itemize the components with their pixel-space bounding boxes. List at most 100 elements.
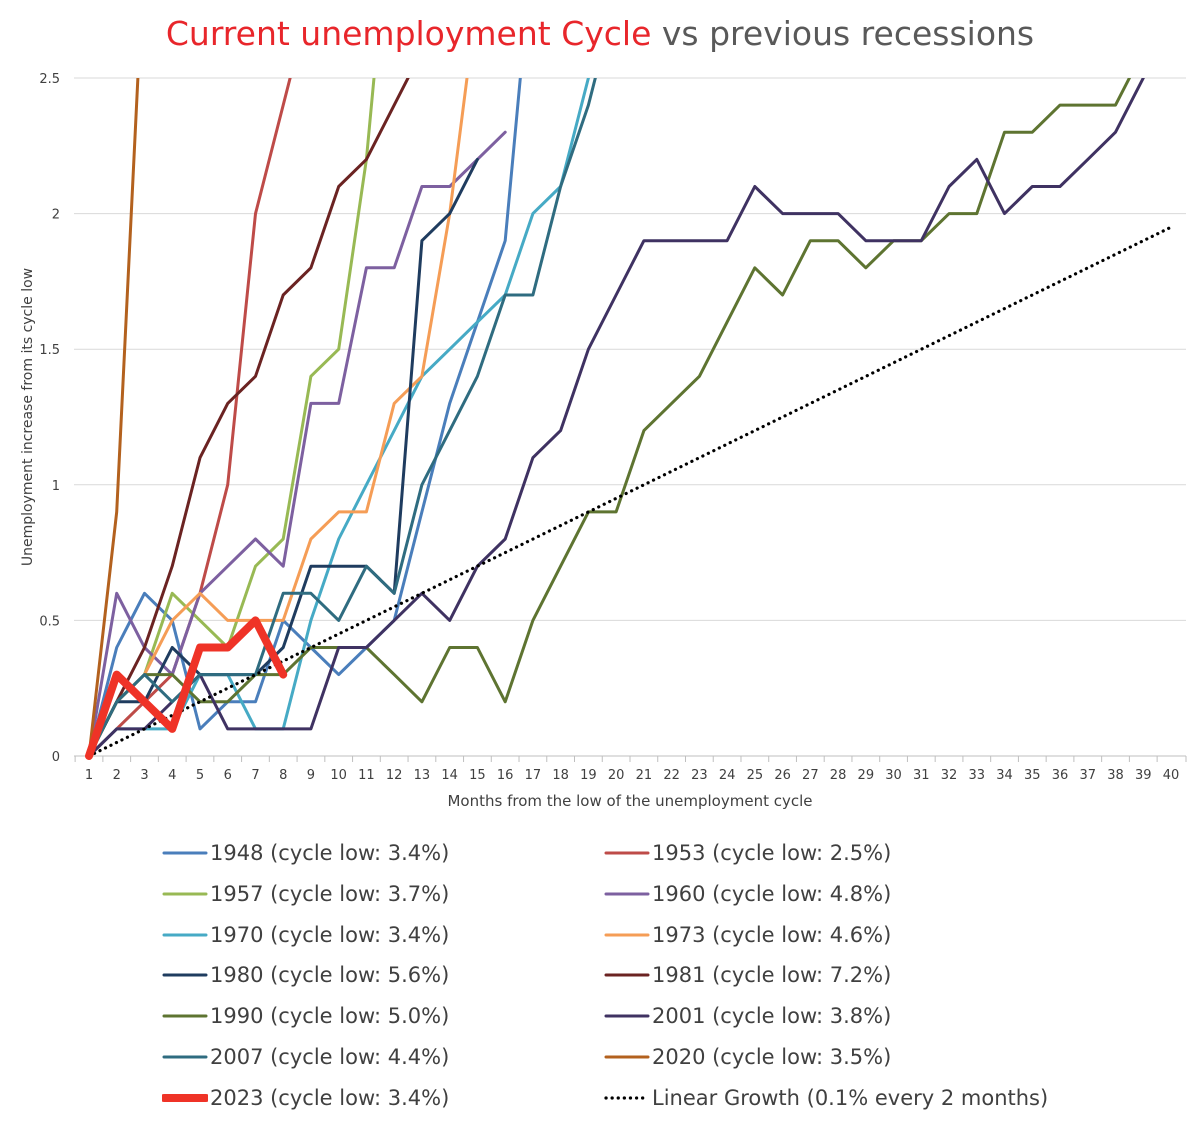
series-line-1960: [87, 130, 507, 758]
legend-label: 1953 (cycle low: 2.5%): [652, 841, 892, 865]
legend-swatch: [604, 892, 650, 896]
x-tick-label: 40: [1163, 768, 1180, 783]
legend-label: 1990 (cycle low: 5.0%): [210, 1004, 450, 1029]
legend-swatch: [162, 933, 208, 937]
legend-swatch: [162, 1055, 208, 1059]
x-tick-label: 5: [196, 768, 204, 783]
legend-label: 2001 (cycle low: 3.8%): [652, 1004, 892, 1029]
legend-swatch: [604, 933, 650, 937]
legend-label: 2020 (cycle low: 3.5%): [652, 1045, 892, 1069]
legend-swatch: [604, 973, 650, 977]
x-tick-label: 21: [636, 768, 653, 783]
legend-label: 2023 (cycle low: 3.4%): [210, 1085, 450, 1110]
legend-swatch: [604, 1014, 650, 1018]
series-line-2007: [87, 78, 597, 758]
legend-item: 1970 (cycle low: 3.4%): [162, 919, 449, 951]
y-axis-label: Unemployment increase from its cycle low: [20, 268, 36, 566]
x-tick-label: 32: [941, 768, 958, 783]
y-tick-label: 1.5: [39, 343, 60, 358]
y-tick-label: 0.5: [39, 614, 60, 629]
x-tick-label: 1: [85, 768, 93, 783]
x-axis-label: Months from the low of the unemployment …: [447, 792, 812, 810]
legend-item: 1973 (cycle low: 4.6%): [604, 919, 891, 951]
x-tick-label: 22: [663, 768, 680, 783]
x-tick-label: 11: [358, 768, 375, 783]
x-tick-label: 30: [885, 768, 902, 783]
series-line-2001: [87, 78, 1145, 758]
legend-item: 1990 (cycle low: 5.0%): [162, 1000, 449, 1032]
x-tick-label: 8: [279, 768, 287, 783]
legend-label: 1960 (cycle low: 4.8%): [652, 881, 892, 906]
series-line-2020: [87, 78, 140, 758]
chart-title-vs: vs previous recessions: [651, 14, 1035, 53]
legend-item: 1948 (cycle low: 3.4%): [162, 837, 449, 869]
y-tick-label: 1: [52, 479, 60, 494]
x-tick-label: 23: [691, 768, 708, 783]
x-tick-label: 2: [113, 768, 121, 783]
legend-item: Linear Growth (0.1% every 2 months): [604, 1082, 1048, 1114]
legend-swatch: [604, 851, 650, 855]
legend-swatch: [604, 1055, 650, 1059]
legend-item: 2020 (cycle low: 3.5%): [604, 1041, 891, 1073]
x-tick-label: 31: [913, 768, 930, 783]
series-line-1990: [87, 78, 1132, 758]
x-tick-label: 6: [224, 768, 232, 783]
legend-item: 1960 (cycle low: 4.8%): [604, 878, 891, 910]
legend-item: 2007 (cycle low: 4.4%): [162, 1041, 449, 1073]
x-tick-label: 39: [1135, 768, 1152, 783]
legend-swatch: [162, 851, 208, 855]
y-tick-label: 2.5: [39, 72, 60, 87]
legend-item: 2001 (cycle low: 3.8%): [604, 1000, 891, 1032]
legend-item: 1953 (cycle low: 2.5%): [604, 837, 891, 869]
series-line-line: [87, 225, 1173, 758]
series-line-1981: [87, 78, 410, 758]
x-tick-label: 18: [552, 768, 569, 783]
legend-swatch: [162, 1093, 208, 1102]
x-tick-labels: 1 2 3 4 5 6 7 8 9 10 11 12 13 14 15 16 17 18 19 20 21 22 23 24 2…: [85, 768, 1179, 783]
x-tick-label: 26: [774, 768, 791, 783]
legend-swatch: [162, 973, 208, 977]
x-tick-label: 24: [719, 768, 736, 783]
x-tick-label: 17: [525, 768, 542, 783]
y-tick-label: 0: [52, 750, 60, 765]
chart-title: Current unemployment Cycle vs previous r…: [0, 14, 1200, 53]
y-tick-label: 2: [52, 208, 60, 223]
legend-label: 1948 (cycle low: 3.4%): [210, 841, 450, 865]
legend-label: 1973 (cycle low: 4.6%): [652, 922, 892, 947]
x-tick-label: 25: [747, 768, 764, 783]
legend-label: 2007 (cycle low: 4.4%): [210, 1045, 450, 1069]
legend-swatch: [162, 1014, 208, 1018]
x-tick-label: 28: [830, 768, 847, 783]
series-line-2023: [85, 616, 288, 760]
x-tick-label: 7: [251, 768, 259, 783]
series-line-1970: [87, 78, 590, 758]
x-tick-label: 16: [497, 768, 514, 783]
legend-label: 1980 (cycle low: 5.6%): [210, 963, 450, 988]
legend-swatch: [162, 892, 208, 896]
x-tick-label: 14: [441, 768, 458, 783]
x-tick-label: 27: [802, 768, 819, 783]
x-tick-label: 13: [414, 768, 431, 783]
series-line-1973: [87, 78, 469, 758]
x-tick-label: 15: [469, 768, 486, 783]
legend-label: 1970 (cycle low: 3.4%): [210, 922, 450, 947]
x-tick-label: 33: [969, 768, 986, 783]
legend-label: 1981 (cycle low: 7.2%): [652, 963, 892, 988]
x-tick-label: 12: [386, 768, 403, 783]
x-tick-label: 34: [996, 768, 1013, 783]
x-tick-label: 4: [168, 768, 176, 783]
legend-item: 1957 (cycle low: 3.7%): [162, 878, 449, 910]
chart-title-current: Current unemployment Cycle: [165, 14, 652, 53]
x-tick-label: 38: [1107, 768, 1124, 783]
y-tick-labels: 0 0.5 1 1.5 2 2.5: [39, 72, 60, 765]
x-tick-label: 10: [330, 768, 347, 783]
legend-item: 2023 (cycle low: 3.4%): [162, 1082, 449, 1114]
series-lines: [85, 78, 1173, 760]
legend-item: 1981 (cycle low: 7.2%): [604, 959, 891, 991]
x-tick-label: 19: [580, 768, 597, 783]
x-tick-label: 3: [140, 768, 148, 783]
legend-label: Linear Growth (0.1% every 2 months): [652, 1085, 1049, 1110]
axes: [74, 755, 1187, 762]
x-tick-label: 37: [1079, 768, 1096, 783]
